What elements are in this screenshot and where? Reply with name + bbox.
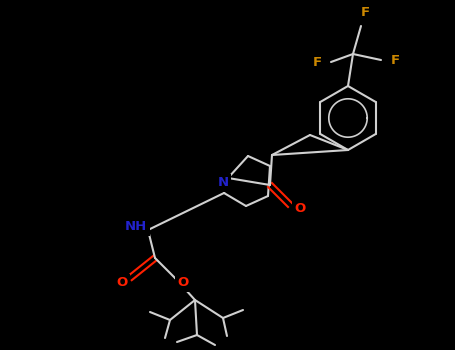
Text: O: O: [116, 276, 127, 289]
Text: F: F: [313, 56, 322, 69]
Text: NH: NH: [125, 220, 147, 233]
Text: O: O: [294, 203, 306, 216]
Text: N: N: [217, 176, 228, 189]
Text: F: F: [360, 6, 369, 19]
Text: F: F: [390, 54, 399, 66]
Text: O: O: [177, 276, 189, 289]
